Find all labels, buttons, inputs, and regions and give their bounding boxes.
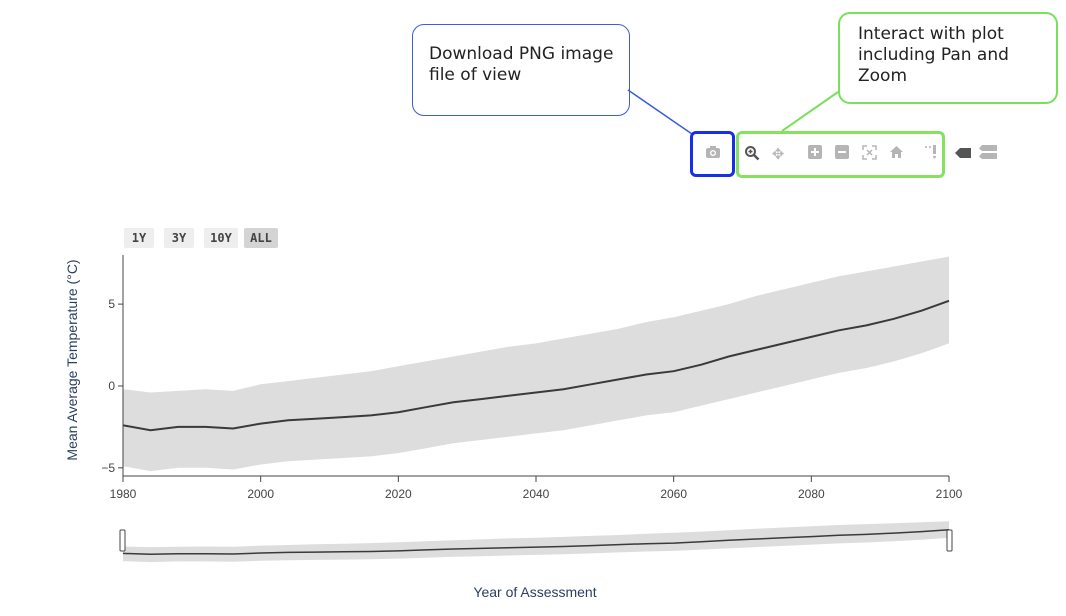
range-3y-button[interactable]: 3Y xyxy=(164,228,194,248)
interact-callout: Interact with plot including Pan and Zoo… xyxy=(838,12,1058,104)
zoom-out-icon[interactable] xyxy=(833,145,851,163)
x-axis-title: Year of Assessment xyxy=(473,584,597,600)
camera-icon[interactable] xyxy=(704,145,722,163)
rangeslider-band xyxy=(123,521,949,563)
zoom-icon[interactable] xyxy=(743,145,761,163)
uncertainty-band xyxy=(123,256,949,472)
interact-highlight xyxy=(736,131,945,178)
download-highlight xyxy=(690,131,735,177)
y-tick-label: −5 xyxy=(101,461,115,475)
zoom-in-icon[interactable] xyxy=(806,145,824,163)
rangeslider-line xyxy=(122,528,950,556)
hover-compare-icon[interactable] xyxy=(979,145,997,163)
autoscale-icon[interactable] xyxy=(860,145,878,163)
x-tick-label: 2060 xyxy=(660,487,687,501)
reset-axes-icon[interactable] xyxy=(887,145,905,163)
hover-closest-icon[interactable] xyxy=(954,145,972,163)
range-1y-button[interactable]: 1Y xyxy=(124,228,154,248)
range-10y-button[interactable]: 10Y xyxy=(204,228,238,248)
mean-line xyxy=(122,299,950,432)
rangeslider-handle-right[interactable] xyxy=(946,529,953,552)
download-callout: Download PNG image file of view xyxy=(412,24,630,116)
spike-lines-icon[interactable] xyxy=(922,145,940,163)
interact-callout-text: Interact with plot including Pan and Zoo… xyxy=(858,24,1009,86)
pan-icon[interactable]: ✥ xyxy=(771,145,785,163)
x-tick-label: 1980 xyxy=(110,487,137,501)
x-tick-label: 2040 xyxy=(523,487,550,501)
x-tick-label: 2100 xyxy=(936,487,963,501)
rangeslider-handle-left[interactable] xyxy=(119,529,126,552)
x-tick-label: 2080 xyxy=(798,487,825,501)
y-tick-label: 5 xyxy=(108,297,115,311)
y-tick-label: 0 xyxy=(108,379,115,393)
range-all-button[interactable]: ALL xyxy=(244,228,278,248)
x-tick-label: 2020 xyxy=(385,487,412,501)
x-tick-label: 2000 xyxy=(247,487,274,501)
download-callout-text: Download PNG image file of view xyxy=(429,44,614,85)
range-slider[interactable] xyxy=(119,521,953,563)
main-plot[interactable]: −5 0 5 1980 2000 2020 2040 2060 2080 2100 xyxy=(101,255,963,501)
